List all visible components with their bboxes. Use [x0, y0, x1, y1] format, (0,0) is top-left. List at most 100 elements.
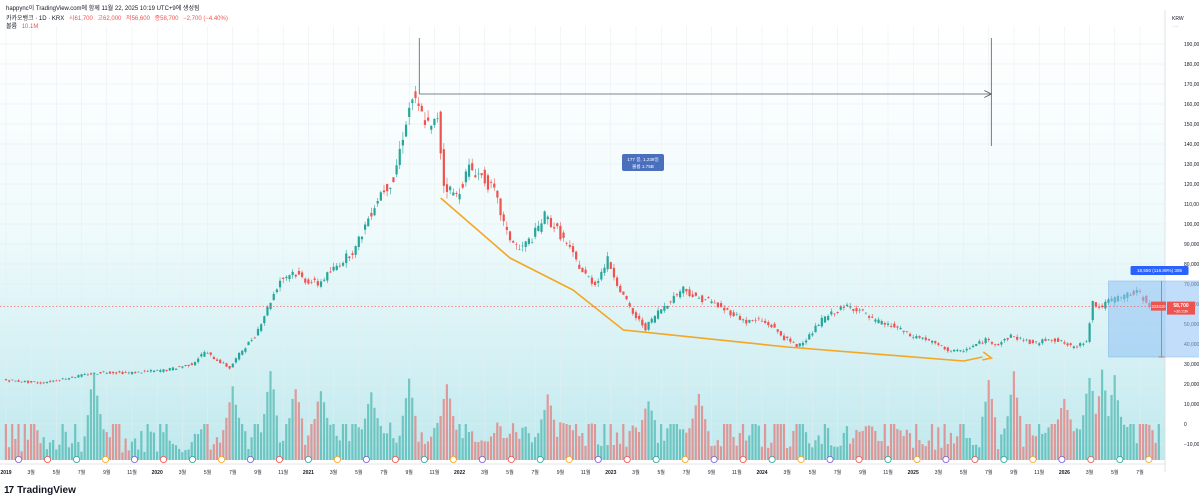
- candle-body: [527, 238, 530, 244]
- candle-body: [351, 253, 354, 256]
- event-icon[interactable]: [1116, 455, 1124, 463]
- volume-bar: [1044, 432, 1047, 460]
- event-icon[interactable]: [188, 455, 196, 463]
- x-tick-label: 9월: [859, 469, 867, 476]
- y-tick-label: 90,000: [1184, 242, 1199, 248]
- candle-body: [1028, 339, 1031, 344]
- x-tick-label: 11월: [732, 469, 742, 476]
- candle-body: [644, 323, 647, 331]
- volume-bar: [786, 447, 789, 460]
- volume-bar: [861, 430, 864, 460]
- event-icon[interactable]: [478, 455, 486, 463]
- event-icon[interactable]: [1087, 455, 1095, 463]
- candle-body: [997, 344, 1000, 346]
- event-icon[interactable]: [44, 455, 52, 463]
- candle-body: [540, 223, 543, 232]
- x-tick-label: 3월: [784, 469, 792, 476]
- event-icon[interactable]: [855, 455, 863, 463]
- candle-body: [162, 369, 165, 372]
- candle-body: [86, 374, 89, 376]
- candle-body: [830, 311, 833, 315]
- low-value: 저56,600: [126, 16, 150, 22]
- event-icon[interactable]: [420, 455, 428, 463]
- event-icon[interactable]: [304, 455, 312, 463]
- candle-body: [556, 223, 559, 227]
- event-icon[interactable]: [15, 455, 23, 463]
- volume-bar: [1141, 424, 1145, 460]
- event-icon[interactable]: [391, 455, 399, 463]
- volume-bar: [174, 445, 178, 460]
- candle-body: [288, 275, 291, 280]
- candle-body: [776, 329, 779, 332]
- candle-body: [782, 335, 786, 341]
- event-icon[interactable]: [102, 455, 110, 463]
- event-icon[interactable]: [652, 455, 660, 463]
- candle-body: [836, 311, 839, 313]
- candle-body: [968, 348, 971, 350]
- volume-bar: [606, 445, 609, 460]
- event-icon[interactable]: [159, 455, 167, 463]
- event-icon[interactable]: [131, 455, 139, 463]
- event-icon[interactable]: [1145, 455, 1153, 463]
- volume-bar: [130, 441, 133, 460]
- event-icon[interactable]: [710, 455, 718, 463]
- volume-bar: [735, 445, 738, 460]
- event-icon[interactable]: [536, 455, 544, 463]
- y-tick-label: 10,000: [1184, 402, 1199, 408]
- event-icon[interactable]: [449, 455, 457, 463]
- volume-bar: [23, 424, 26, 460]
- event-icon[interactable]: [362, 455, 370, 463]
- price-tag[interactable]: [1167, 301, 1195, 315]
- event-icon[interactable]: [623, 455, 631, 463]
- event-icon[interactable]: [275, 455, 283, 463]
- event-icon[interactable]: [971, 455, 979, 463]
- event-icon[interactable]: [73, 455, 81, 463]
- candle-body: [971, 345, 975, 348]
- volume-bar: [663, 440, 666, 460]
- event-icon[interactable]: [768, 455, 776, 463]
- event-icon[interactable]: [594, 455, 602, 463]
- event-icon[interactable]: [246, 455, 254, 463]
- volume-bar: [1031, 435, 1034, 460]
- event-icon[interactable]: [913, 455, 921, 463]
- trend-line[interactable]: [440, 197, 983, 362]
- volume-bar: [367, 403, 370, 460]
- symbol-name[interactable]: 카카오뱅크 · 1D · KRX: [6, 16, 65, 22]
- candle-body: [467, 164, 471, 177]
- range-label-box[interactable]: [1130, 266, 1189, 275]
- tradingview-logo[interactable]: 17 TradingView: [4, 485, 76, 496]
- event-icon[interactable]: [565, 455, 573, 463]
- y-tick-label: 160,000: [1184, 102, 1199, 108]
- event-icon[interactable]: [681, 455, 689, 463]
- annotation-box[interactable]: [622, 154, 664, 171]
- y-tick-label: 170,000: [1184, 82, 1199, 88]
- event-icon[interactable]: [1000, 455, 1008, 463]
- volume-bar: [256, 424, 259, 460]
- candle-body: [178, 366, 181, 367]
- event-icon[interactable]: [217, 455, 225, 463]
- event-icon[interactable]: [942, 455, 950, 463]
- event-icon[interactable]: [1058, 455, 1066, 463]
- volume-bar: [398, 435, 401, 460]
- candle-body: [1088, 323, 1091, 342]
- volume-bar: [622, 424, 625, 460]
- x-tick-label: 5월: [658, 469, 666, 476]
- volume-bar: [326, 417, 329, 460]
- volume-bar: [52, 440, 55, 460]
- candle-body: [719, 303, 723, 307]
- candle-body: [1009, 334, 1012, 338]
- price-range-box[interactable]: [1108, 280, 1199, 358]
- event-icon[interactable]: [826, 455, 834, 463]
- event-icon[interactable]: [884, 455, 892, 463]
- currency-label: KRW: [1172, 16, 1184, 22]
- event-icon[interactable]: [507, 455, 515, 463]
- event-icon[interactable]: [333, 455, 341, 463]
- event-icon[interactable]: [739, 455, 747, 463]
- candle-body: [1057, 338, 1060, 342]
- candle-body: [871, 316, 874, 318]
- event-icon[interactable]: [1029, 455, 1037, 463]
- event-icon[interactable]: [797, 455, 805, 463]
- candle-body: [1079, 343, 1082, 346]
- candle-body: [294, 274, 297, 277]
